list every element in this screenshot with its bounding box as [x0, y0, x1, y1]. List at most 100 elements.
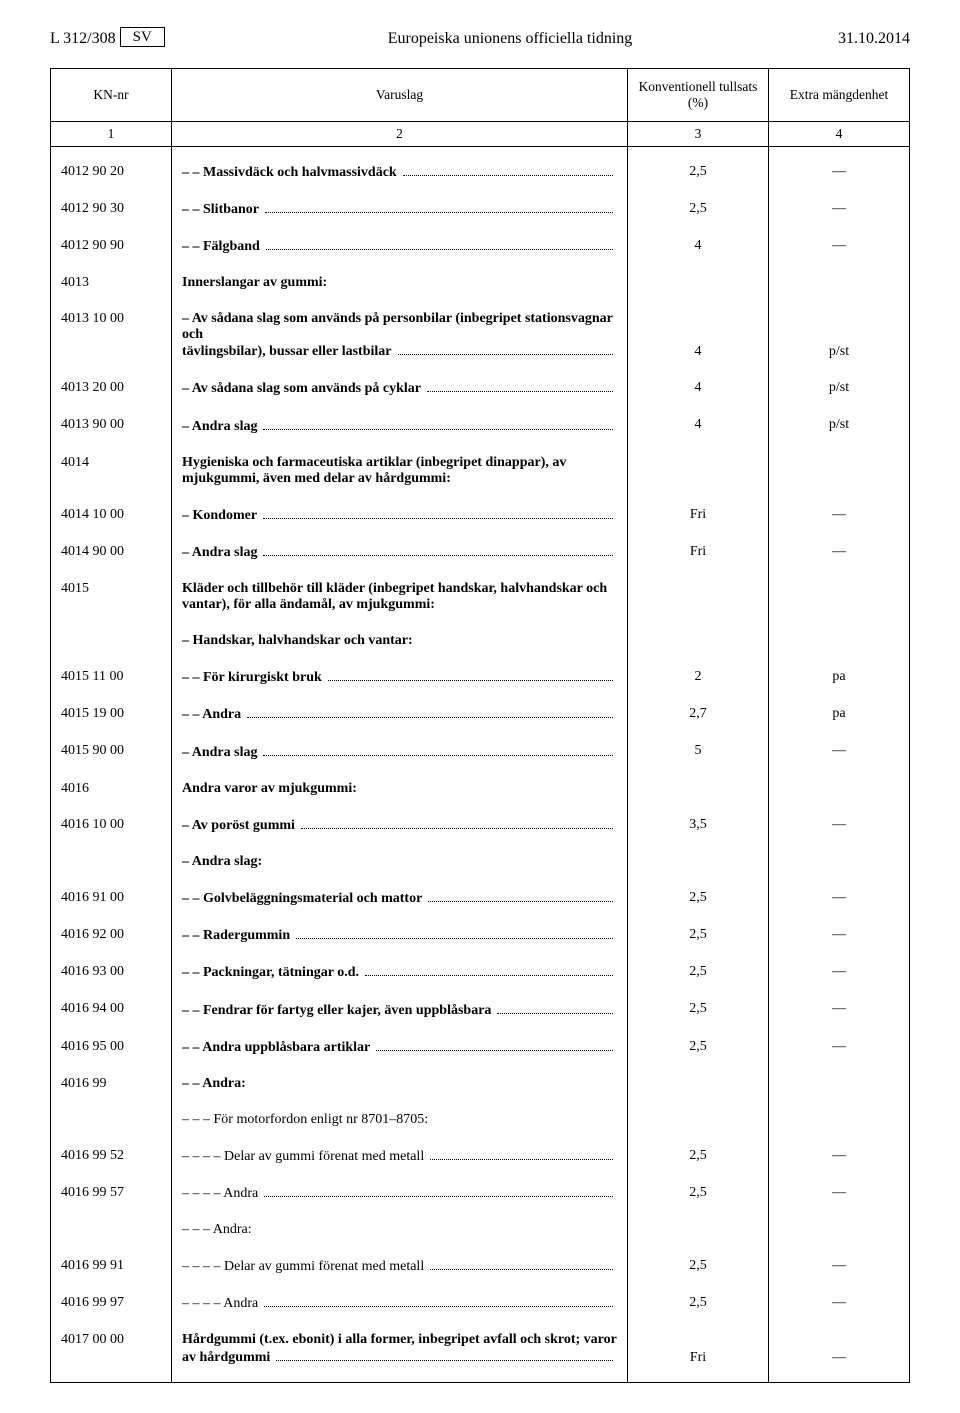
cell-duty: 2,5 [628, 1035, 769, 1059]
col-header-desc: Varuslag [172, 69, 628, 122]
desc-text: – – Packningar, tätningar o.d. [182, 965, 359, 981]
cell-duty: 2,5 [628, 197, 769, 221]
cell-duty: 2,5 [628, 160, 769, 184]
header-title: Europeiska unionens officiella tidning [230, 30, 790, 48]
table-row: 4014 10 00– KondomerFri— [51, 503, 910, 527]
cell-desc: – – Andra uppblåsbara artiklar [172, 1035, 628, 1059]
desc-text: – – Andra [182, 707, 241, 723]
leader-dots [376, 1039, 613, 1051]
cell-code: 4015 19 00 [51, 703, 172, 727]
cell-code: 4015 11 00 [51, 666, 172, 690]
col-num-1: 1 [51, 122, 172, 147]
desc-text: Andra varor av mjukgummi: [182, 781, 357, 796]
cell-desc: – – Slitbanor [172, 197, 628, 221]
cell-unit: — [769, 998, 910, 1022]
cell-code: 4016 10 00 [51, 813, 172, 837]
table-row: 4014 90 00– Andra slagFri— [51, 540, 910, 564]
leader-dots [497, 1001, 613, 1013]
cell-unit: — [769, 813, 910, 837]
cell-unit: — [769, 1255, 910, 1279]
cell-desc: Kläder och tillbehör till kläder (inbegr… [172, 578, 628, 617]
table-row: 4016 92 00– – Radergummin2,5— [51, 923, 910, 947]
cell-unit: — [769, 1329, 910, 1369]
cell-code [51, 850, 172, 873]
col-header-unit: Extra mängdenhet [769, 69, 910, 122]
table-row: 4016 99 91 – – – – Delar av gummi förenat… [51, 1255, 910, 1279]
cell-unit: — [769, 1035, 910, 1059]
leader-dots [265, 201, 613, 213]
desc-text: – – Massivdäck och halvmassivdäck [182, 165, 397, 181]
cell-code [51, 630, 172, 653]
cell-code [51, 1219, 172, 1242]
cell-desc: Hårdgummi (t.ex. ebonit) i alla former, … [172, 1329, 628, 1369]
table-row: 4013 10 00– Av sådana slag som används p… [51, 308, 910, 364]
cell-desc: – – Packningar, tätningar o.d. [172, 961, 628, 985]
cell-desc: – – Radergummin [172, 923, 628, 947]
cell-unit: — [769, 1181, 910, 1205]
col-num-4: 4 [769, 122, 910, 147]
cell-unit: — [769, 886, 910, 910]
cell-unit [769, 850, 910, 873]
cell-code: 4016 99 97 [51, 1292, 172, 1316]
leader-dots [263, 743, 613, 755]
cell-desc: Andra varor av mjukgummi: [172, 777, 628, 800]
cell-desc: – – Massivdäck och halvmassivdäck [172, 160, 628, 184]
table-row: 4015 Kläder och tillbehör till kläder (in… [51, 578, 910, 617]
desc-text: – – – – Delar av gummi förenat med metal… [182, 1149, 424, 1165]
cell-unit [769, 630, 910, 653]
cell-desc: – Andra slag [172, 740, 628, 764]
cell-duty: 2,5 [628, 1255, 769, 1279]
page: L 312/308 SV Europeiska unionens officie… [0, 0, 960, 1413]
cell-desc: – Av sådana slag som används på personbi… [172, 308, 628, 364]
header-page-ref: L 312/308 [50, 30, 116, 47]
cell-code: 4016 99 91 [51, 1255, 172, 1279]
table-row: 4013 20 00– Av sådana slag som används p… [51, 377, 910, 401]
table-row: 4015 90 00– Andra slag5— [51, 740, 910, 764]
desc-text: – Av sådana slag som används på personbi… [182, 311, 617, 360]
cell-duty: 4 [628, 308, 769, 364]
table-row: 4012 90 20– – Massivdäck och halvmassivd… [51, 160, 910, 184]
table-row: 4016 Andra varor av mjukgummi: [51, 777, 910, 800]
cell-unit: — [769, 961, 910, 985]
leader-dots [301, 817, 613, 829]
desc-text: – – – – Delar av gummi förenat med metal… [182, 1259, 424, 1275]
cell-duty [628, 451, 769, 490]
cell-duty: Fri [628, 503, 769, 527]
table-row: 4013 90 00– Andra slag4p/st [51, 414, 910, 438]
cell-code: 4016 92 00 [51, 923, 172, 947]
cell-code: 4016 99 57 [51, 1181, 172, 1205]
leader-dots [428, 890, 613, 902]
cell-code: 4016 91 00 [51, 886, 172, 910]
desc-text: – – – – Andra [182, 1296, 258, 1312]
leader-dots [263, 544, 613, 556]
cell-desc: Hygieniska och farmaceutiska artiklar (i… [172, 451, 628, 490]
cell-unit [769, 1219, 910, 1242]
cell-duty: 5 [628, 740, 769, 764]
cell-unit: — [769, 540, 910, 564]
leader-dots [328, 669, 613, 681]
header-date: 31.10.2014 [790, 30, 910, 48]
desc-text: Kläder och tillbehör till kläder (inbegr… [182, 581, 617, 613]
cell-unit: — [769, 197, 910, 221]
desc-text: – – Andra: [182, 1076, 246, 1091]
desc-text: – Av sådana slag som används på cyklar [182, 381, 421, 397]
cell-unit: — [769, 503, 910, 527]
table-row: 4015 11 00– – För kirurgiskt bruk2pa [51, 666, 910, 690]
cell-desc: Innerslangar av gummi: [172, 272, 628, 295]
cell-unit: — [769, 923, 910, 947]
table-row: 4016 94 00– – Fendrar för fartyg eller k… [51, 998, 910, 1022]
desc-text: – – – Andra: [182, 1222, 252, 1237]
table-row: 4012 90 90– – Fälgband4— [51, 234, 910, 258]
cell-code: 4015 [51, 578, 172, 617]
cell-desc: – – – – Delar av gummi förenat med metal… [172, 1144, 628, 1168]
cell-duty: 2,5 [628, 886, 769, 910]
cell-desc: – – Golvbeläggningsmaterial och mattor [172, 886, 628, 910]
table-row: 4016 93 00– – Packningar, tätningar o.d.… [51, 961, 910, 985]
cell-code: 4013 [51, 272, 172, 295]
desc-text: – – Fendrar för fartyg eller kajer, även… [182, 1003, 491, 1019]
page-header: L 312/308 SV Europeiska unionens officie… [50, 30, 910, 48]
leader-dots [266, 238, 613, 250]
cell-code: 4016 [51, 777, 172, 800]
desc-text: – Kondomer [182, 508, 257, 524]
table-row: 4016 10 00– Av poröst gummi3,5— [51, 813, 910, 837]
